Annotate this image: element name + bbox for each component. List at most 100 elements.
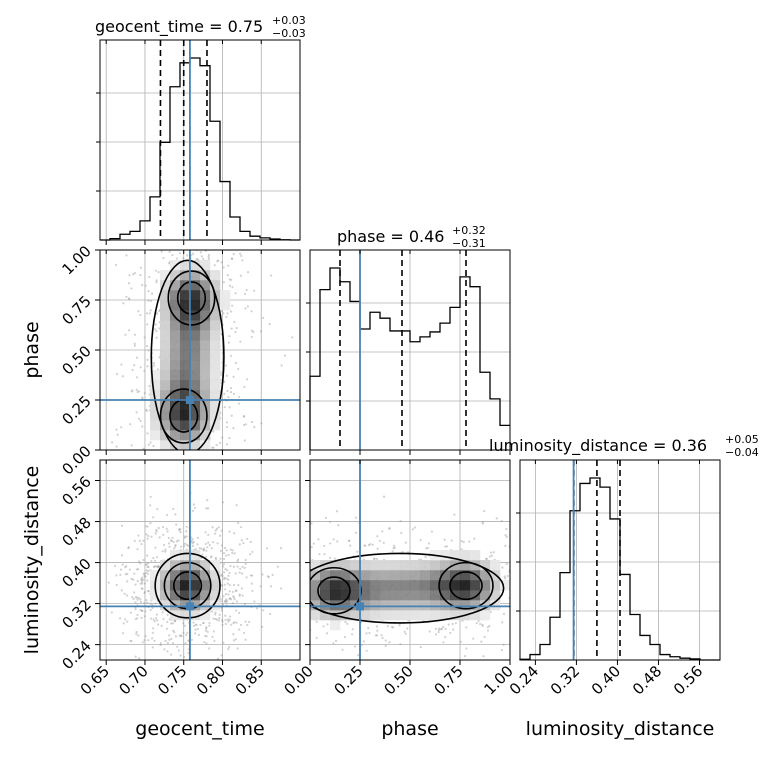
- sample-point: [202, 547, 206, 550]
- sample-point: [315, 636, 318, 639]
- sample-point: [223, 392, 226, 395]
- sample-point: [264, 617, 266, 619]
- sample-point: [162, 533, 165, 537]
- sample-point: [211, 526, 214, 529]
- density-cell: [180, 380, 191, 391]
- density-cell: [200, 330, 211, 341]
- sample-point: [260, 625, 264, 628]
- sample-point: [246, 623, 249, 627]
- density-cell: [210, 350, 221, 361]
- sample-point: [130, 640, 133, 643]
- sample-point: [137, 560, 141, 563]
- sample-point: [240, 539, 243, 542]
- sample-point: [134, 607, 137, 611]
- sample-point: [437, 628, 440, 632]
- sample-point: [543, 549, 545, 551]
- sample-point: [541, 552, 543, 554]
- sample-point: [145, 533, 148, 536]
- sample-point: [235, 609, 238, 612]
- sample-point: [133, 333, 137, 336]
- xlabel-luminosity-distance: luminosity_distance: [526, 718, 715, 740]
- sample-point: [424, 555, 427, 559]
- sample-point: [142, 451, 144, 453]
- density-cell: [310, 560, 321, 571]
- sample-point: [501, 566, 504, 569]
- density-cell: [220, 300, 231, 311]
- density-cell: [440, 580, 451, 591]
- sample-point: [210, 547, 213, 550]
- density-cell: [350, 580, 361, 591]
- sample-point: [239, 567, 242, 570]
- sample-point: [161, 550, 164, 553]
- sample-point: [238, 593, 241, 596]
- sample-point: [513, 605, 515, 607]
- density-cell: [470, 580, 481, 591]
- sample-point: [130, 444, 133, 447]
- sample-point: [206, 546, 209, 549]
- sample-point: [195, 258, 198, 261]
- sample-point: [141, 587, 144, 590]
- sample-point: [246, 537, 249, 541]
- sample-point: [230, 327, 233, 330]
- sample-point: [200, 466, 202, 468]
- sample-point: [127, 282, 131, 285]
- density-cell: [210, 340, 221, 351]
- density-cell: [380, 580, 391, 591]
- sample-point: [168, 545, 171, 548]
- density-cell: [160, 280, 171, 291]
- sample-point: [447, 623, 450, 626]
- sample-point: [334, 557, 337, 560]
- density-cell: [450, 610, 461, 621]
- sample-point: [130, 663, 132, 665]
- sample-point: [209, 556, 213, 559]
- sample-point: [140, 579, 143, 582]
- sample-point: [226, 582, 229, 585]
- density-cell: [190, 550, 201, 561]
- sample-point: [125, 470, 127, 472]
- sample-point: [419, 539, 422, 542]
- sample-point: [221, 584, 224, 587]
- sample-point: [183, 624, 187, 627]
- sample-point: [382, 541, 385, 544]
- sample-point: [213, 639, 216, 643]
- sample-point: [404, 632, 407, 635]
- density-cell: [370, 580, 381, 591]
- sample-point: [212, 446, 215, 449]
- sample-point: [152, 444, 155, 448]
- sample-point: [364, 544, 367, 547]
- density-cell: [170, 290, 181, 301]
- sample-point: [354, 516, 357, 519]
- density-cell: [470, 610, 481, 621]
- sample-point: [178, 482, 180, 484]
- density-cell: [180, 590, 191, 601]
- sample-point: [241, 259, 244, 262]
- sample-point: [310, 522, 313, 525]
- sample-point: [306, 590, 308, 592]
- sample-point: [163, 648, 166, 651]
- sample-point: [238, 395, 241, 399]
- density-cell: [210, 390, 221, 401]
- sample-point: [521, 559, 523, 561]
- sample-point: [513, 586, 515, 588]
- sample-point: [443, 538, 446, 541]
- sample-point: [268, 525, 270, 527]
- sample-point: [140, 576, 144, 579]
- sample-point: [195, 467, 197, 469]
- density-cell: [200, 300, 211, 311]
- sample-point: [440, 627, 444, 630]
- density-cell: [400, 600, 411, 611]
- sample-point: [376, 535, 379, 538]
- sample-point: [146, 589, 150, 593]
- sample-point: [171, 452, 173, 454]
- sample-point: [179, 527, 182, 531]
- sample-point: [215, 527, 219, 530]
- sample-point: [271, 573, 274, 577]
- sample-point: [378, 539, 381, 543]
- sample-point: [460, 548, 463, 551]
- sample-point: [365, 632, 368, 635]
- sample-point: [221, 436, 224, 439]
- sample-point: [230, 354, 233, 357]
- density-cell: [480, 600, 491, 611]
- sample-point: [152, 556, 155, 560]
- density-cell: [160, 600, 171, 611]
